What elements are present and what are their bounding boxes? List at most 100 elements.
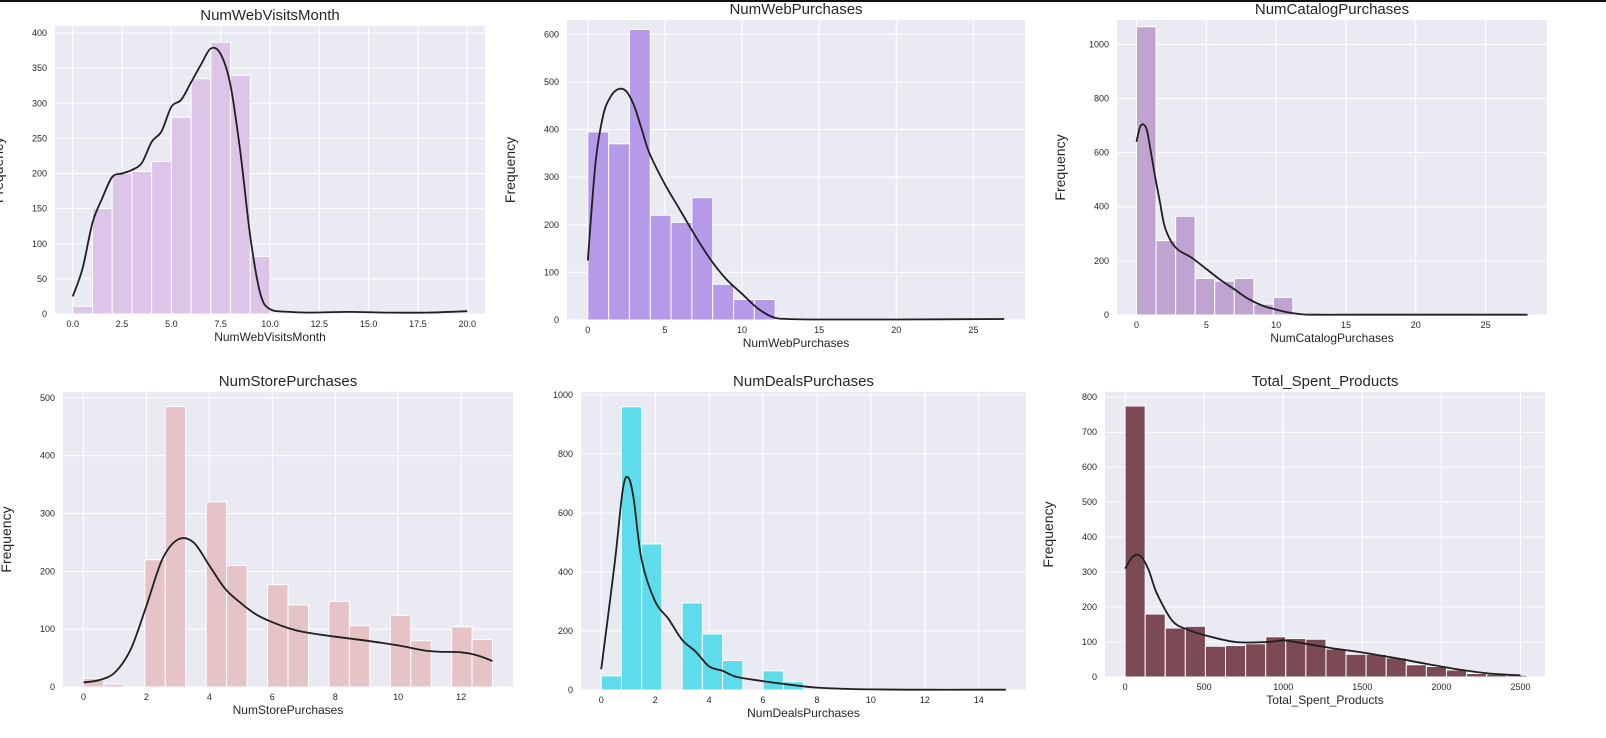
x-tick-label: 0.0 bbox=[66, 319, 79, 329]
x-tick-label: 10 bbox=[866, 695, 876, 705]
histogram-bar bbox=[1175, 215, 1196, 316]
histogram-bar bbox=[753, 299, 776, 321]
histogram-bar bbox=[328, 600, 350, 688]
x-tick-label: 10 bbox=[1271, 320, 1281, 330]
x-tick-label: 1500 bbox=[1352, 682, 1372, 692]
histogram-bar bbox=[628, 29, 651, 321]
histogram-bar bbox=[1285, 638, 1307, 678]
y-axis-label: Frequency bbox=[0, 137, 6, 203]
x-tick-label: 1000 bbox=[1273, 682, 1293, 692]
y-tick-label: 500 bbox=[1082, 497, 1097, 507]
x-axis-label: NumCatalogPurchases bbox=[1270, 331, 1393, 345]
histogram-chart-4: 0 2 4 6 8 10 12 0 100 200 300 400 500 NumStorePurchas… bbox=[0, 373, 513, 717]
histogram-bar bbox=[1204, 645, 1227, 678]
histogram-bar bbox=[205, 501, 228, 688]
histogram-chart-3: 0 5 10 15 20 25 0 200 400 600 800 1000 NumCatalogPur… bbox=[1052, 1, 1547, 345]
x-tick-label: 10.0 bbox=[261, 319, 279, 329]
y-tick-label: 350 bbox=[32, 63, 47, 73]
histogram-bar bbox=[210, 41, 232, 315]
x-tick-label: 15.0 bbox=[360, 319, 378, 329]
histogram-bar bbox=[190, 78, 212, 315]
y-tick-label: 100 bbox=[544, 267, 559, 277]
x-tick-label: 2 bbox=[653, 695, 658, 705]
chart-title: NumWebPurchases bbox=[729, 1, 862, 18]
histogram-bar bbox=[267, 584, 289, 688]
y-tick-label: 250 bbox=[32, 133, 47, 143]
histogram-bar bbox=[1124, 405, 1146, 678]
y-tick-label: 200 bbox=[544, 220, 559, 230]
y-axis-label: Frequency bbox=[502, 137, 518, 203]
histogram-bar bbox=[170, 116, 192, 315]
histogram-bar bbox=[471, 639, 494, 688]
histogram-bar bbox=[230, 74, 251, 315]
histogram-bar bbox=[1164, 627, 1186, 678]
histogram-bar bbox=[1194, 277, 1216, 316]
x-tick-label: 10 bbox=[737, 325, 747, 335]
x-tick-label: 500 bbox=[1197, 682, 1212, 692]
histogram-bar bbox=[681, 602, 703, 691]
histogram-bar bbox=[1155, 240, 1177, 316]
x-tick-label: 6 bbox=[761, 695, 766, 705]
histogram-bar bbox=[641, 543, 663, 691]
y-tick-label: 400 bbox=[1082, 532, 1097, 542]
x-tick-label: 7.5 bbox=[214, 319, 227, 329]
y-tick-label: 0 bbox=[1092, 672, 1097, 682]
x-tick-label: 12 bbox=[456, 692, 466, 702]
kde-curve bbox=[83, 537, 493, 684]
y-tick-label: 400 bbox=[32, 28, 47, 38]
y-tick-label: 400 bbox=[1094, 202, 1109, 212]
x-tick-label: 12 bbox=[920, 695, 930, 705]
y-tick-label: 100 bbox=[1082, 637, 1097, 647]
y-tick-label: 600 bbox=[558, 508, 573, 518]
y-tick-label: 100 bbox=[32, 239, 47, 249]
histogram-bar bbox=[1225, 645, 1247, 678]
histogram-bar bbox=[649, 214, 672, 321]
histogram-bar bbox=[1345, 653, 1367, 678]
y-tick-label: 300 bbox=[544, 172, 559, 182]
histogram-bar bbox=[1365, 653, 1387, 678]
y-tick-label: 1000 bbox=[1089, 39, 1109, 49]
histogram-bar bbox=[600, 675, 622, 691]
chart-title: NumWebVisitsMonth bbox=[200, 7, 340, 24]
histogram-bar bbox=[608, 143, 630, 321]
y-tick-label: 200 bbox=[1082, 602, 1097, 612]
histogram-chart-1: 0.0 2.5 5.0 7.5 10.0 12.5 15.0 17.5 20.0 0 50 100 15… bbox=[0, 7, 485, 344]
x-tick-label: 15 bbox=[1341, 320, 1351, 330]
x-tick-label: 2000 bbox=[1431, 682, 1451, 692]
y-tick-label: 300 bbox=[1082, 567, 1097, 577]
x-tick-label: 17.5 bbox=[409, 319, 427, 329]
y-tick-label: 0 bbox=[568, 685, 573, 695]
x-tick-label: 0 bbox=[599, 695, 604, 705]
kde-curve bbox=[71, 46, 468, 314]
x-tick-label: 6 bbox=[270, 692, 275, 702]
y-tick-label: 600 bbox=[1094, 148, 1109, 158]
x-tick-label: 0 bbox=[585, 325, 590, 335]
chart-title: Total_Spent_Products bbox=[1252, 373, 1399, 390]
histogram-bar bbox=[91, 208, 113, 315]
x-tick-label: 4 bbox=[707, 695, 712, 705]
histogram-chart-2: 0 5 10 15 20 25 0 100 200 300 400 500 600 NumWebPurch… bbox=[502, 1, 1025, 350]
histogram-bar bbox=[72, 305, 93, 315]
histogram-bar bbox=[287, 604, 309, 688]
y-axis-label: Frequency bbox=[1052, 134, 1068, 200]
x-tick-label: 8 bbox=[814, 695, 819, 705]
histogram-chart-6: 0 500 1000 1500 2000 2500 0 100 200 300 400 500 600 7… bbox=[1040, 373, 1545, 707]
kde-curve bbox=[1124, 553, 1521, 677]
y-tick-label: 700 bbox=[1082, 427, 1097, 437]
y-tick-label: 600 bbox=[1082, 462, 1097, 472]
chart-title: NumStorePurchases bbox=[219, 373, 357, 390]
kde-curve bbox=[600, 475, 1006, 691]
x-tick-label: 0 bbox=[81, 692, 86, 702]
histogram-bar bbox=[1144, 613, 1166, 678]
y-tick-label: 800 bbox=[1094, 93, 1109, 103]
y-tick-label: 200 bbox=[558, 626, 573, 636]
histogram-chart-5: 0 2 4 6 8 10 12 14 0 200 400 600 800 1000 NumDealsPurc… bbox=[553, 373, 1026, 720]
histogram-bar bbox=[1245, 643, 1267, 678]
x-tick-label: 4 bbox=[207, 692, 212, 702]
x-tick-label: 0 bbox=[1123, 682, 1128, 692]
y-tick-label: 400 bbox=[40, 451, 55, 461]
y-tick-label: 800 bbox=[1082, 392, 1097, 402]
y-tick-label: 300 bbox=[32, 98, 47, 108]
histogram-bar bbox=[348, 625, 371, 688]
y-tick-label: 0 bbox=[42, 309, 47, 319]
